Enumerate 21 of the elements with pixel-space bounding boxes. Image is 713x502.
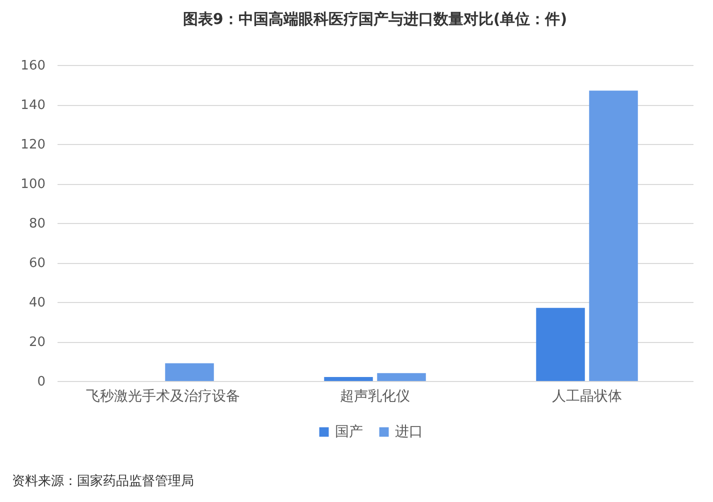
- y-tick-label: 140: [20, 98, 46, 113]
- y-tick-label: 80: [28, 216, 46, 232]
- bar: [536, 308, 585, 381]
- bar: [589, 90, 638, 381]
- y-tick-label: 160: [20, 58, 46, 74]
- x-tick-label: 超声乳化仪: [340, 388, 410, 404]
- x-tick-label: 飞秒激光手术及治疗设备: [86, 388, 240, 404]
- bar: [165, 363, 214, 381]
- bar: [377, 373, 426, 381]
- bar: [324, 377, 373, 381]
- x-tick-label: 人工晶状体: [552, 388, 622, 404]
- legend-label: 国产: [335, 424, 363, 440]
- y-tick-label: 40: [28, 296, 46, 310]
- legend-label: 进口: [395, 424, 423, 440]
- y-tick-label: 100: [20, 177, 46, 192]
- chart-title: 图表9：中国高端眼科医疗国产与进口数量对比(单位：件): [182, 10, 568, 28]
- text: 资料来源：国家药品监督管理局: [12, 473, 194, 489]
- y-tick-label: 60: [28, 256, 46, 271]
- y-tick-label: 0: [37, 374, 46, 390]
- y-tick-label: 120: [20, 138, 46, 152]
- y-tick-label: 20: [28, 335, 46, 350]
